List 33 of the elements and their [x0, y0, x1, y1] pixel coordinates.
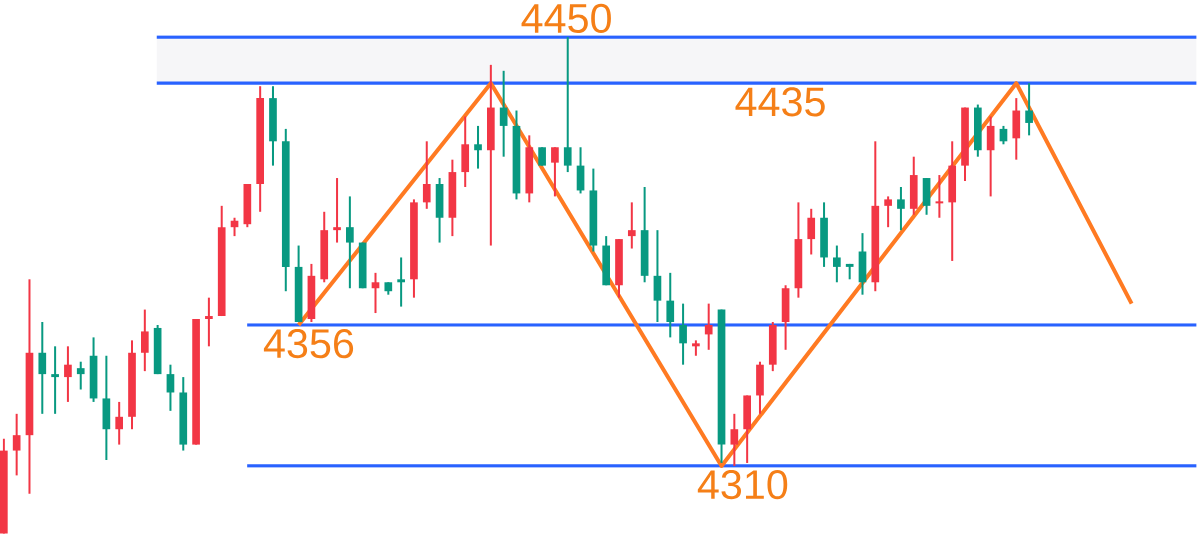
candlestick — [76, 360, 85, 391]
text: 4450 — [521, 3, 611, 33]
candlestick — [627, 201, 636, 250]
candlestick — [807, 207, 816, 256]
candlestick — [563, 35, 572, 173]
candlestick — [1025, 81, 1033, 137]
candlestick — [64, 345, 72, 403]
candlestick — [38, 320, 47, 415]
candlestick — [666, 271, 675, 339]
candlestick — [884, 195, 892, 228]
candlestick — [333, 176, 341, 244]
candlestick — [115, 400, 124, 446]
candlestick — [140, 308, 149, 372]
candlestick — [371, 271, 380, 314]
candlestick — [730, 412, 739, 467]
candlestick — [12, 412, 21, 477]
candlestick — [833, 244, 841, 284]
candlestick — [474, 124, 482, 170]
candlestick — [499, 69, 508, 158]
annotation: 4435 — [735, 87, 825, 117]
candlestick — [51, 345, 59, 415]
candlestick — [422, 140, 431, 210]
candlestick — [897, 185, 905, 231]
candlestick — [205, 296, 213, 348]
candlestick — [538, 146, 546, 167]
candlestick — [551, 146, 559, 198]
candlestick — [934, 173, 945, 219]
candlestick — [704, 302, 713, 351]
candlestick — [346, 195, 354, 290]
annotation: 4310 — [697, 469, 788, 500]
annotation: 4356 — [263, 328, 354, 359]
candlestick — [679, 302, 687, 366]
candlestick — [397, 256, 405, 308]
